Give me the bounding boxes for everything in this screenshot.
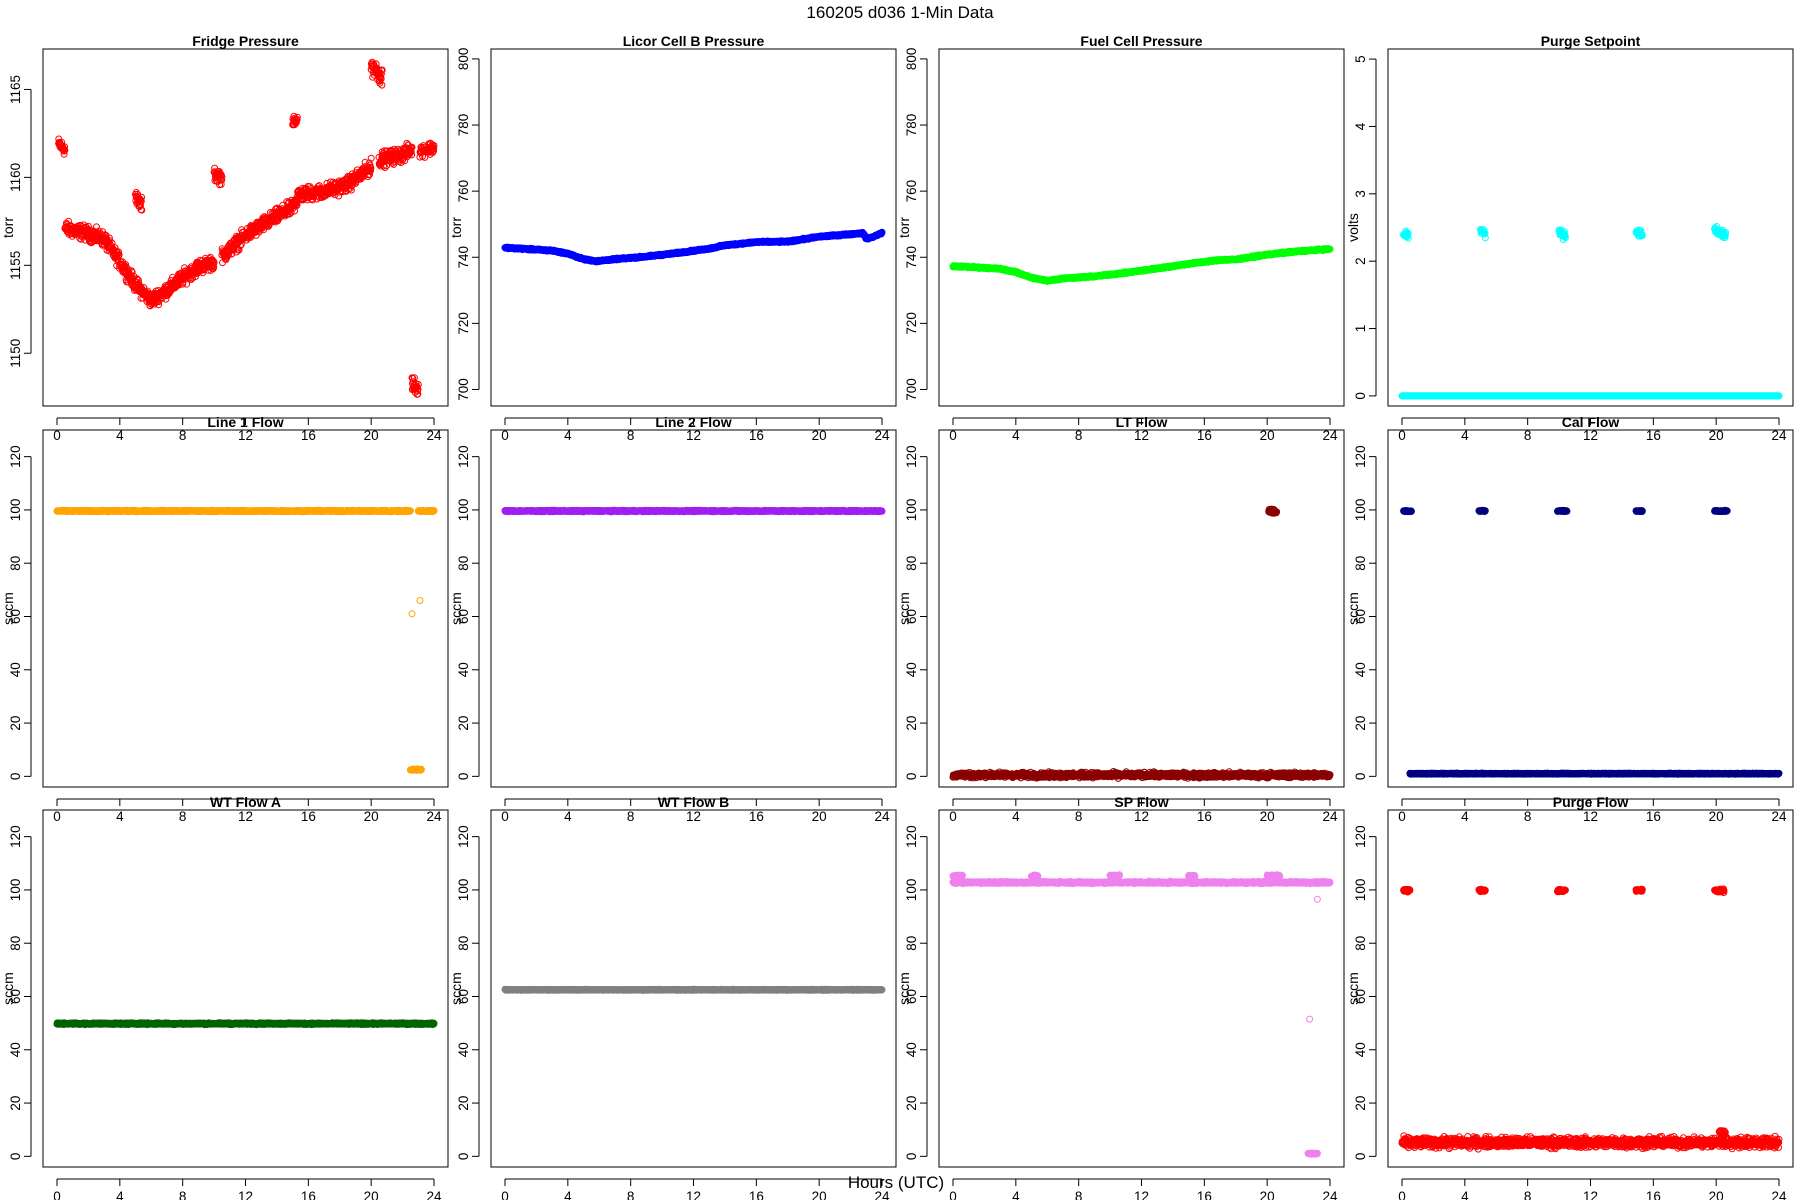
data-point [292, 202, 300, 210]
y-tick-label: 760 [904, 180, 919, 203]
data-point [210, 263, 218, 271]
x-tick-label: 0 [53, 428, 61, 443]
data-points [949, 245, 1334, 285]
y-tick-label: 1165 [8, 75, 23, 104]
y-axis-label: torr [0, 217, 16, 238]
y-tick-label: 800 [456, 48, 471, 71]
data-point [293, 201, 301, 208]
data-point [225, 250, 233, 258]
data-point [377, 75, 385, 83]
data-point [299, 196, 307, 204]
y-tick-label: 700 [904, 378, 919, 401]
data-point [155, 301, 163, 309]
y-tick-label: 1155 [8, 251, 23, 280]
figure-x-axis-label: Hours (UTC) [848, 1173, 944, 1192]
data-point [367, 154, 375, 162]
data-point [218, 176, 226, 184]
y-tick-label: 4 [1353, 122, 1368, 130]
y-axis-label: torr [448, 217, 464, 238]
data-point [138, 193, 146, 201]
data-point [377, 70, 385, 78]
x-tick-label: 24 [426, 428, 442, 443]
data-point [115, 248, 122, 256]
data-point [293, 116, 301, 124]
x-tick-label: 12 [238, 428, 253, 443]
data-point [183, 280, 191, 288]
y-tick-label: 780 [904, 114, 919, 137]
panel-1: Fridge Pressure torr 0 4 8 12 16 20 24 1150 1155 11… [0, 33, 449, 443]
x-tick-label: 8 [179, 428, 187, 443]
plot-frame [938, 48, 1345, 407]
x-tick-label: 4 [116, 428, 124, 443]
data-point [366, 170, 374, 178]
y-tick-label: 780 [456, 114, 471, 137]
data-point [115, 251, 123, 259]
plot-frame [42, 48, 449, 407]
y-tick-label: 0 [1353, 392, 1368, 400]
data-points [1398, 223, 1783, 400]
y-tick-label: 1 [1353, 325, 1368, 333]
y-tick-label: 760 [456, 180, 471, 203]
data-point [373, 64, 381, 72]
y-tick-label: 1160 [8, 163, 23, 192]
panel-title: Fridge Pressure [192, 33, 299, 49]
figure-title: 160205 d036 1-Min Data [806, 3, 994, 22]
y-tick-label: 720 [456, 312, 471, 335]
panel-title: Purge Setpoint [1541, 33, 1641, 49]
x-tick-label: 20 [364, 428, 379, 443]
x-tick-label: 16 [301, 428, 316, 443]
data-point [138, 206, 146, 214]
y-tick-label: 2 [1353, 257, 1368, 265]
plot-frame [1387, 48, 1794, 407]
y-tick-label: 740 [456, 246, 471, 269]
data-point [218, 173, 226, 181]
y-tick-label: 720 [904, 312, 919, 335]
data-point [378, 81, 386, 89]
panel-title: Fuel Cell Pressure [1080, 33, 1202, 49]
data-point [60, 150, 68, 158]
data-point [367, 167, 375, 174]
y-axis-label: torr [896, 217, 912, 238]
data-point [313, 195, 321, 203]
data-point [210, 259, 218, 267]
y-tick-label: 800 [904, 48, 919, 71]
data-point [228, 250, 236, 258]
y-tick-label: 700 [456, 378, 471, 401]
y-tick-label: 3 [1353, 190, 1368, 198]
data-point [122, 261, 130, 269]
data-point [367, 164, 375, 172]
y-axis-label: volts [1345, 213, 1361, 242]
plot-frame [490, 48, 897, 407]
data-point [61, 146, 69, 154]
y-tick-label: 740 [904, 246, 919, 269]
y-tick-label: 5 [1353, 55, 1368, 63]
data-point [61, 143, 69, 151]
data-point [137, 197, 145, 205]
data-point [217, 180, 225, 188]
y-tick-label: 1150 [8, 339, 23, 368]
data-point [293, 113, 301, 121]
data-point [378, 66, 386, 74]
data-point [347, 186, 355, 194]
panel-title: Licor Cell B Pressure [623, 33, 765, 49]
data-points [55, 58, 438, 398]
data-points [501, 228, 886, 266]
